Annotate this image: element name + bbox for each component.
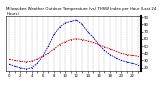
Text: Milwaukee Weather Outdoor Temperature (vs) THSW Index per Hour (Last 24 Hours): Milwaukee Weather Outdoor Temperature (v… bbox=[6, 7, 157, 16]
